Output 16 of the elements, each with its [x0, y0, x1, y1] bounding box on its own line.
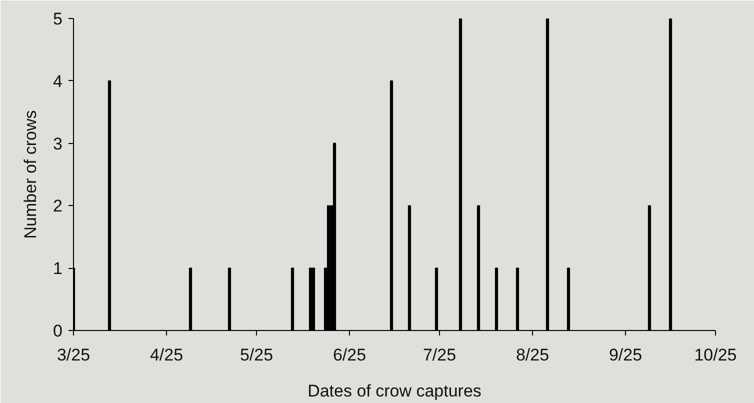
y-tick-label: 4 — [53, 72, 63, 91]
y-tick-label: 3 — [53, 134, 63, 154]
y-tick-label: 1 — [53, 259, 63, 278]
y-tick-label: 5 — [53, 10, 63, 28]
x-tick-label: 10/25 — [694, 346, 737, 364]
x-tick-label: 9/25 — [608, 346, 642, 364]
x-tick-label: 3/25 — [56, 346, 90, 364]
y-tick-label: 2 — [53, 196, 63, 216]
x-tick-label: 8/25 — [516, 346, 550, 364]
x-tick-label: 4/25 — [150, 346, 184, 364]
x-tick-label: 6/25 — [332, 346, 366, 364]
x-tick-label: 5/25 — [240, 346, 274, 364]
x-tick-label: 7/25 — [422, 346, 456, 364]
y-axis-title: Number of crows — [21, 110, 40, 239]
x-axis-title: Dates of crow captures — [308, 382, 482, 400]
y-tick-label: 0 — [53, 322, 63, 340]
